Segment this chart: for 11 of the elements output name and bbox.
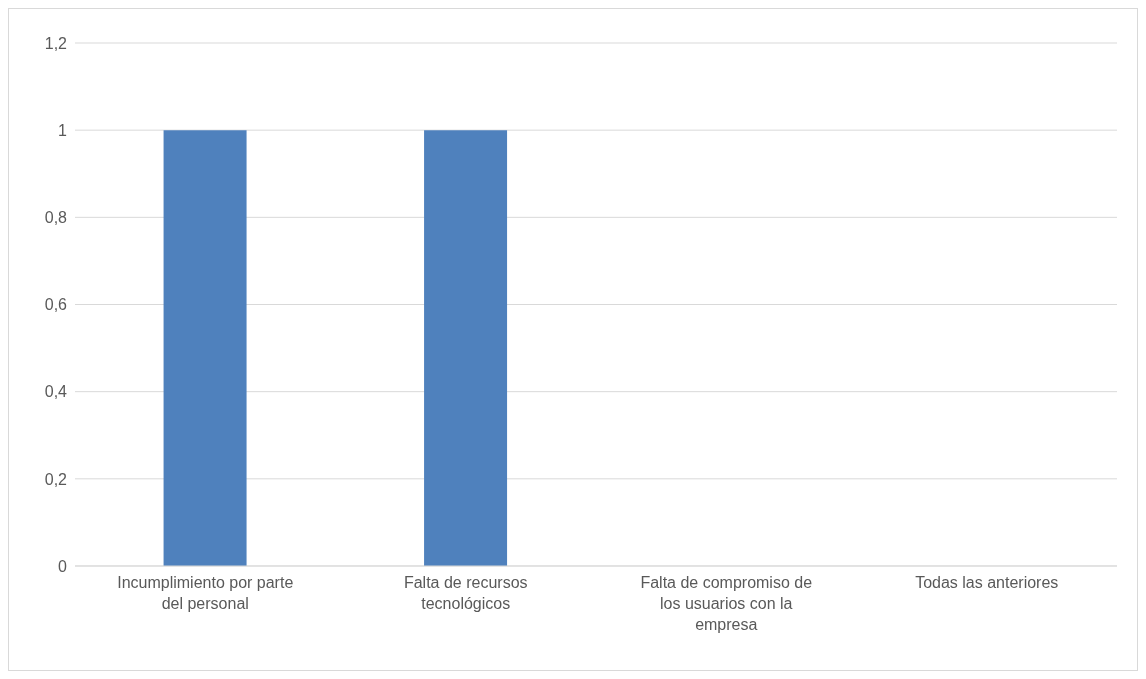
y-tick-label: 0,8 [44, 209, 68, 227]
x-tick-label: Falta de recursos tecnológicos [403, 574, 528, 612]
y-tick-label: 1 [58, 121, 68, 139]
y-tick-label: 0 [58, 557, 68, 575]
y-tick-label: 1,2 [44, 34, 68, 52]
x-tick-label: Incumplimiento por parte del personal [117, 574, 294, 612]
y-tick-label: 0,6 [44, 296, 68, 314]
x-tick-label: Falta de compromiso de los usuarios con la empresa [640, 574, 813, 633]
y-tick-label: 0,4 [44, 383, 68, 401]
x-tick-label: Todas las anteriores [915, 574, 1059, 591]
y-tick-label: 0,2 [44, 470, 68, 488]
